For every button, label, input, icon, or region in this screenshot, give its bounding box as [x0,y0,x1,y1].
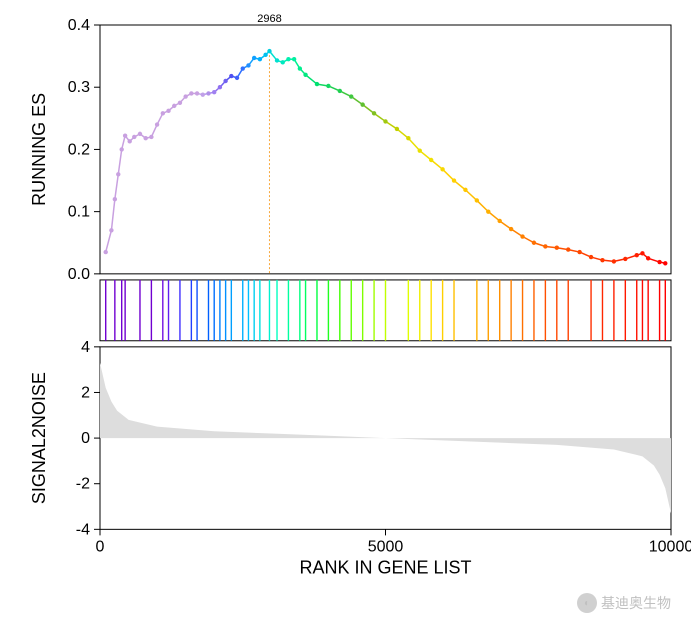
svg-text:10000: 10000 [649,538,691,555]
svg-text:4: 4 [81,339,90,356]
svg-text:RANK IN GENE LIST: RANK IN GENE LIST [299,557,471,577]
svg-text:0.4: 0.4 [68,17,90,34]
svg-text:2: 2 [81,384,90,401]
watermark: ◐ 基迪奥生物 [577,593,671,613]
svg-text:2968: 2968 [257,13,281,25]
svg-text:5000: 5000 [368,538,404,555]
svg-text:0: 0 [81,430,90,447]
svg-text:RUNNING ES: RUNNING ES [29,93,49,206]
svg-text:SIGNAL2NOISE: SIGNAL2NOISE [29,372,49,504]
svg-text:0.2: 0.2 [68,141,90,158]
svg-text:0.1: 0.1 [68,204,90,221]
svg-text:-2: -2 [76,476,90,493]
svg-text:0.3: 0.3 [68,79,90,96]
svg-text:0: 0 [96,538,105,555]
svg-text:0.0: 0.0 [68,266,90,283]
watermark-text: 基迪奥生物 [601,593,671,613]
wechat-icon: ◐ [577,593,597,613]
svg-text:-4: -4 [76,521,90,538]
gsea-enrichment-plot: 0.0 0.1 0.2 0.3 0.4 2968 RUNNING ES -4 -2 0 2 4 SIGN… [0,0,691,628]
